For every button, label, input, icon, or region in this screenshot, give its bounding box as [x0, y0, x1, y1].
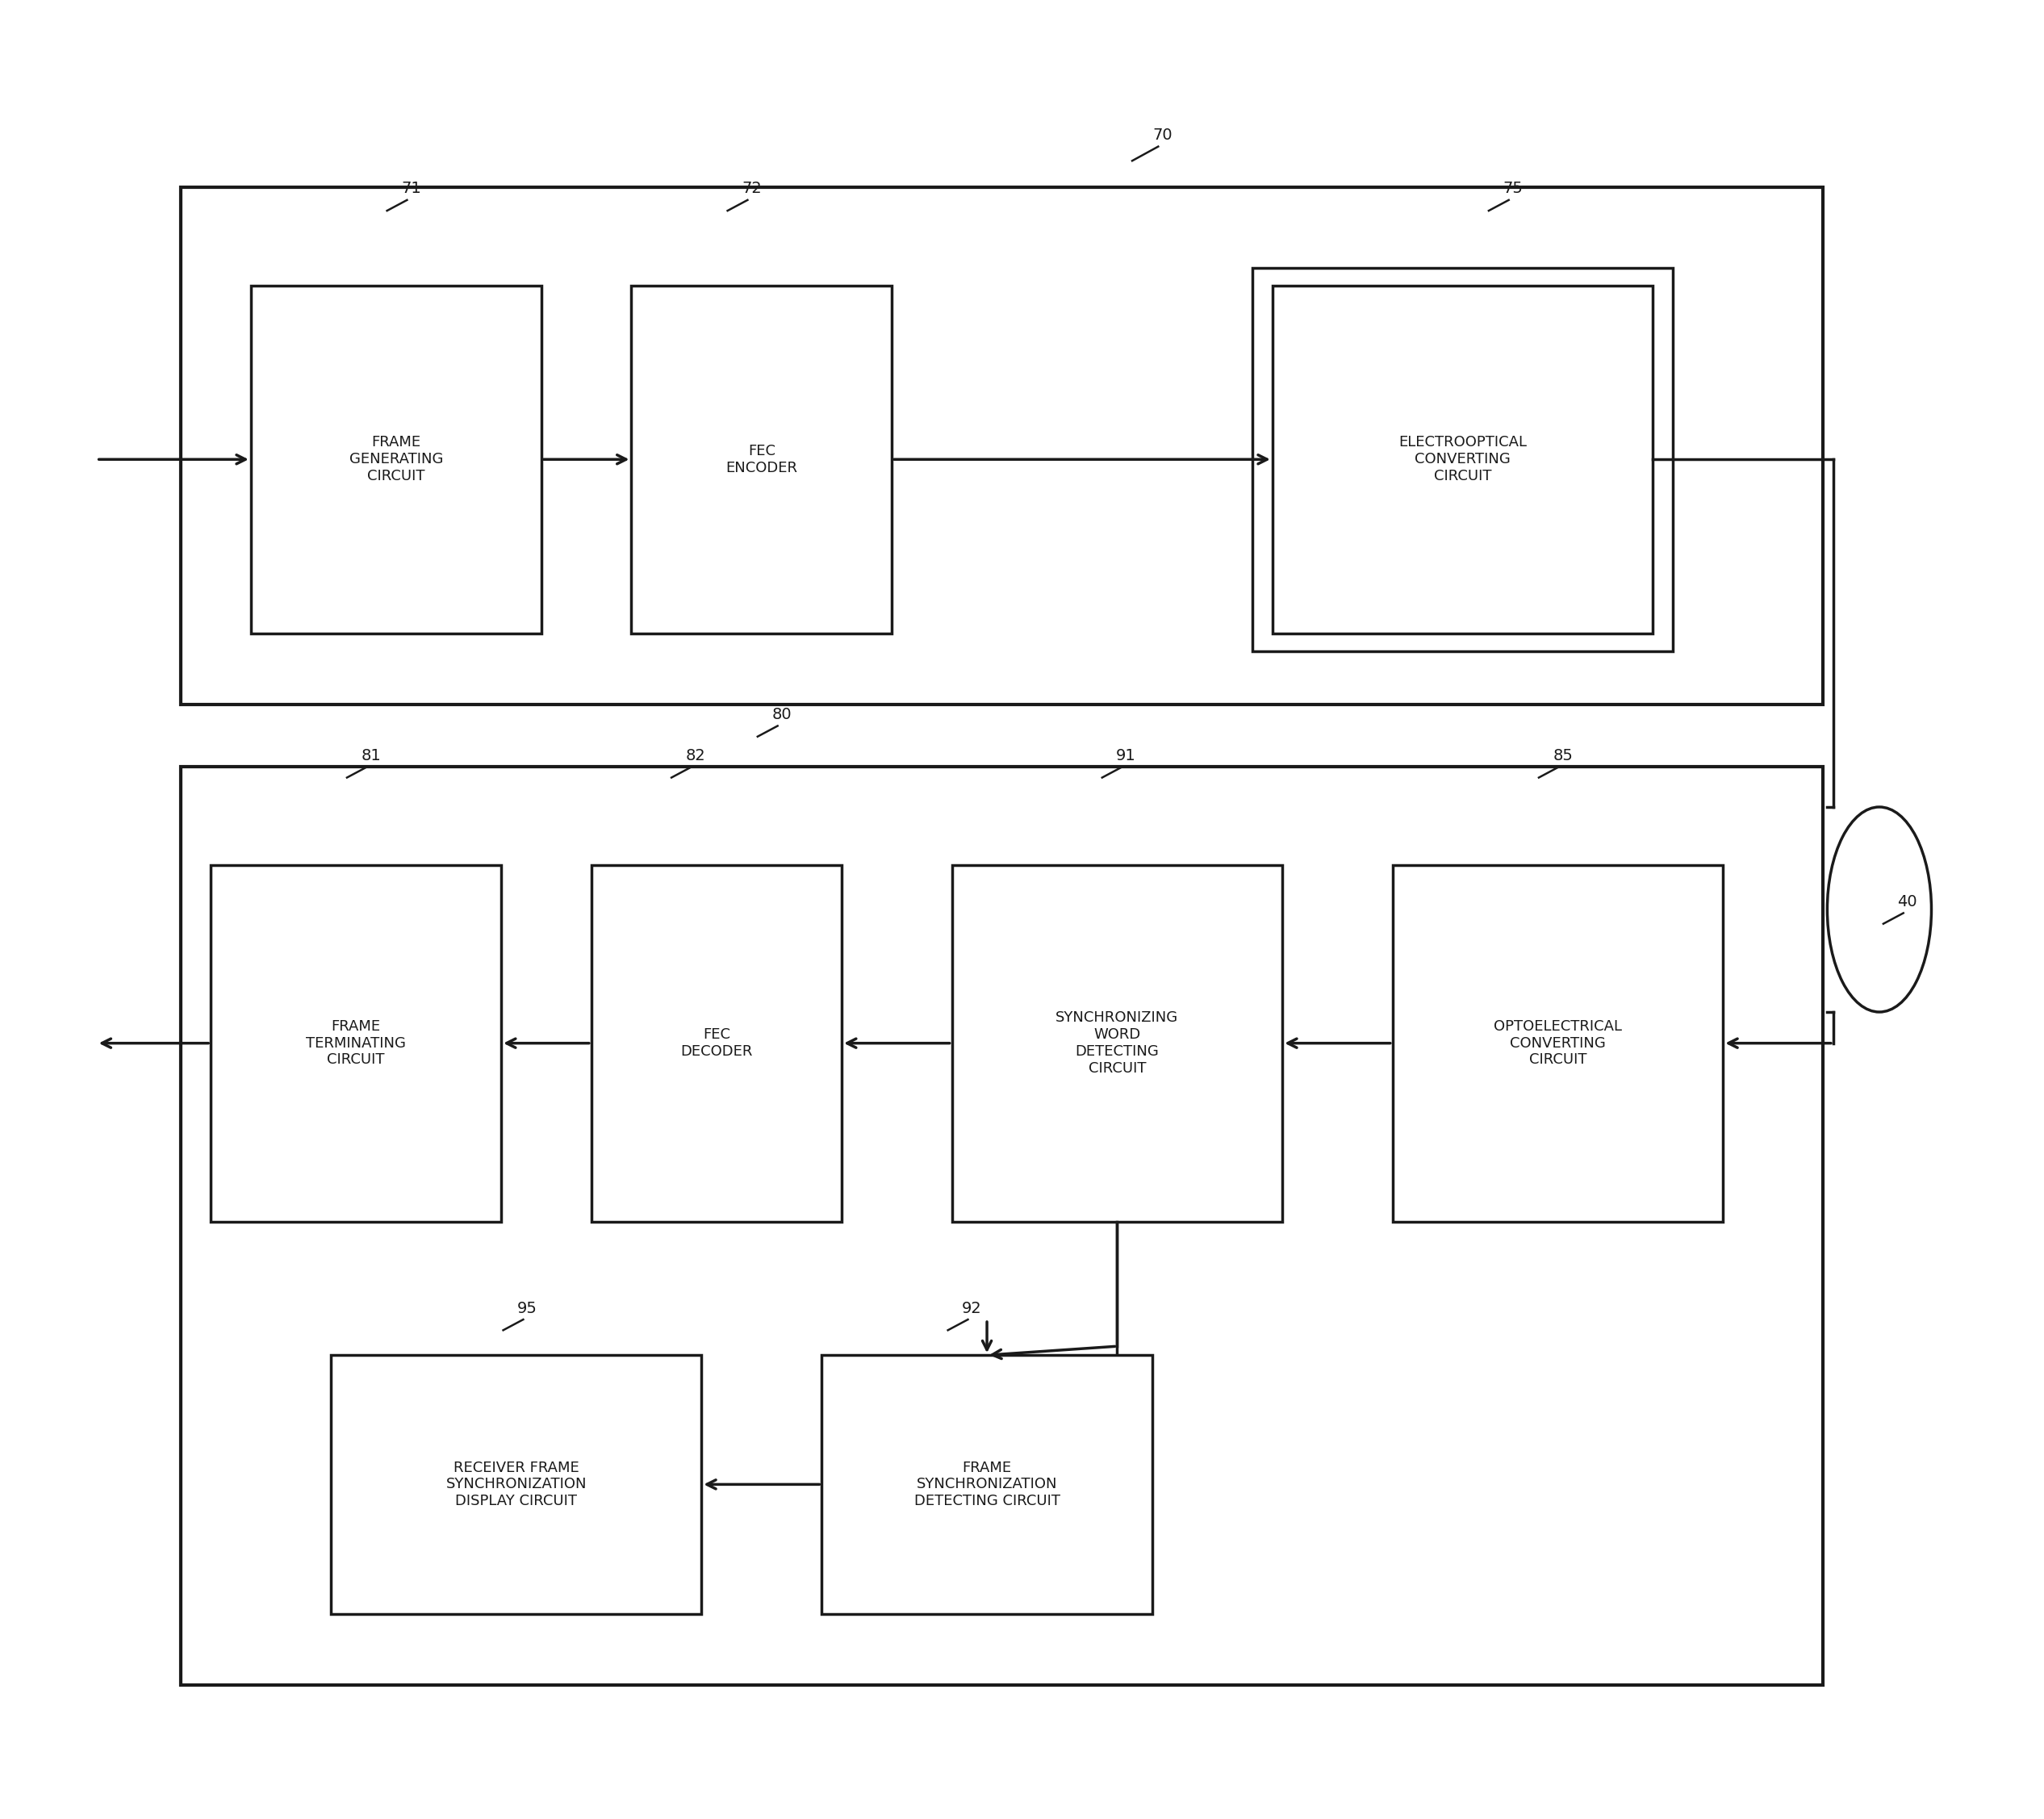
Text: 40: 40: [1897, 895, 1917, 909]
Bar: [1271, 286, 1654, 633]
Text: FRAME
GENERATING
CIRCUIT: FRAME GENERATING CIRCUIT: [350, 435, 444, 484]
Text: FEC
ENCODER: FEC ENCODER: [726, 444, 797, 475]
Text: OPTOELECTRICAL
CONVERTING
CIRCUIT: OPTOELECTRICAL CONVERTING CIRCUIT: [1494, 1019, 1623, 1068]
Text: ELECTROOPTICAL
CONVERTING
CIRCUIT: ELECTROOPTICAL CONVERTING CIRCUIT: [1398, 435, 1527, 484]
Text: 92: 92: [963, 1301, 981, 1315]
Text: 75: 75: [1502, 182, 1523, 196]
Text: 82: 82: [685, 748, 705, 764]
Bar: [1392, 864, 1723, 1222]
Bar: [251, 286, 542, 633]
Text: FRAME
TERMINATING
CIRCUIT: FRAME TERMINATING CIRCUIT: [307, 1019, 407, 1068]
Text: 81: 81: [362, 748, 380, 764]
Bar: [180, 187, 1823, 704]
Bar: [822, 1355, 1153, 1613]
Bar: [1253, 267, 1672, 651]
Text: FEC
DECODER: FEC DECODER: [681, 1028, 752, 1059]
Text: 71: 71: [401, 182, 421, 196]
Text: 72: 72: [742, 182, 762, 196]
Text: SYNCHRONIZING
WORD
DETECTING
CIRCUIT: SYNCHRONIZING WORD DETECTING CIRCUIT: [1057, 1011, 1179, 1075]
Text: 70: 70: [1153, 127, 1171, 144]
Text: 91: 91: [1116, 748, 1136, 764]
Text: 95: 95: [517, 1301, 538, 1315]
Bar: [632, 286, 891, 633]
Text: RECEIVER FRAME
SYNCHRONIZATION
DISPLAY CIRCUIT: RECEIVER FRAME SYNCHRONIZATION DISPLAY C…: [446, 1461, 587, 1508]
Text: 85: 85: [1553, 748, 1574, 764]
Ellipse shape: [1827, 808, 1932, 1011]
Bar: [180, 768, 1823, 1684]
Text: 80: 80: [773, 708, 791, 722]
Text: FRAME
SYNCHRONIZATION
DETECTING CIRCUIT: FRAME SYNCHRONIZATION DETECTING CIRCUIT: [914, 1461, 1061, 1508]
Bar: [591, 864, 842, 1222]
Bar: [953, 864, 1282, 1222]
Bar: [331, 1355, 701, 1613]
Bar: [211, 864, 501, 1222]
